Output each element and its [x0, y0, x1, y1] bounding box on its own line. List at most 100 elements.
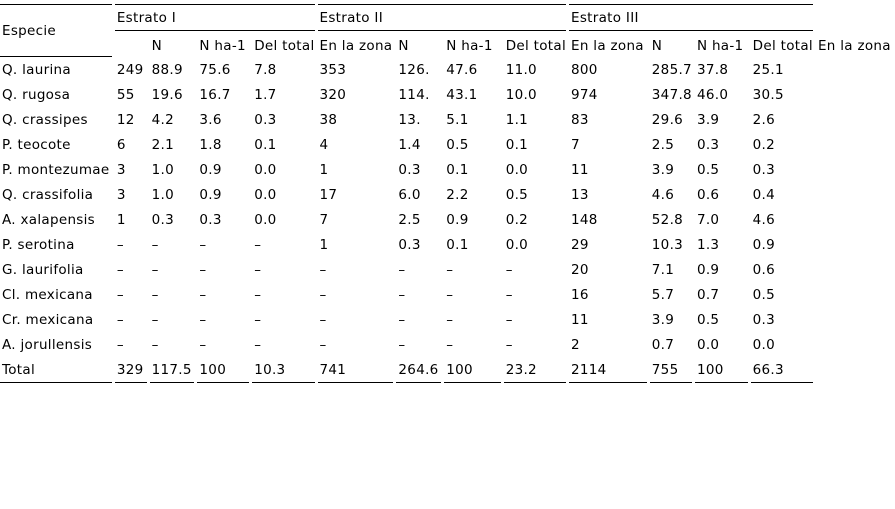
value-cell: –	[199, 336, 207, 353]
group-header-estrato-i: Estrato I	[114, 4, 315, 31]
value-cell: 0.1	[446, 236, 469, 253]
table-row: Q. rugosa 55 19.6 16.7 1.7 320 114. 43.1 10.0 974…	[0, 82, 892, 107]
value-cell: –	[398, 261, 406, 278]
subheader-cell: N	[651, 38, 663, 54]
value-cell: 4	[319, 136, 329, 153]
value-cell: 0.3	[398, 236, 421, 253]
subheader-cell: Del total	[254, 38, 315, 54]
value-cell	[816, 357, 892, 383]
value-cell: 1.1	[505, 111, 529, 128]
value-cell: 1.0	[151, 161, 174, 178]
table-row: P. montezumae 3 1.0 0.9 0.0 1 0.3 0.1 0.0 11 3.9 0.…	[0, 157, 892, 182]
value-cell: 10.0	[505, 86, 537, 103]
value-cell: 2	[571, 336, 580, 353]
value-cell: 23.2	[503, 357, 566, 383]
value-cell: 19.6	[151, 86, 183, 103]
value-cell: 7	[319, 211, 329, 228]
value-cell: 0.5	[505, 186, 529, 203]
value-cell: 117.5	[149, 357, 195, 383]
group-header-row: Especie Estrato I Estrato II Estrato III	[0, 4, 892, 57]
species-cell: Q. laurina	[2, 61, 71, 78]
value-cell: 0.9	[752, 236, 776, 253]
value-cell: 6.0	[398, 186, 421, 203]
value-cell: –	[151, 336, 159, 353]
value-cell: 3.9	[696, 111, 720, 128]
value-cell: –	[151, 311, 159, 328]
value-cell: –	[319, 261, 327, 278]
value-cell: 7.8	[254, 61, 277, 78]
value-cell: 83	[571, 111, 589, 128]
species-cell: G. laurifolia	[2, 261, 84, 278]
value-cell: 100	[694, 357, 748, 383]
value-cell: –	[199, 261, 207, 278]
value-cell: 126.	[398, 61, 430, 78]
value-cell: 66.3	[750, 357, 813, 383]
subheader-cell	[115, 31, 147, 57]
value-cell: 347.8	[651, 86, 692, 103]
value-cell	[816, 332, 892, 357]
value-cell: 249	[116, 61, 144, 78]
value-cell: 16.7	[199, 86, 231, 103]
value-cell: 741	[317, 357, 394, 383]
value-cell: 5.1	[446, 111, 469, 128]
table-row: P. teocote 6 2.1 1.8 0.1 4 1.4 0.5 0.1 7 2.5 0.3 0.2	[0, 132, 892, 157]
value-cell: 7	[571, 136, 580, 153]
value-cell: 46.0	[696, 86, 729, 103]
species-cell: Q. crassipes	[2, 111, 88, 128]
species-cell: Q. crassifolia	[2, 186, 94, 203]
table-row: A. xalapensis 1 0.3 0.3 0.0 7 2.5 0.9 0.2 148 52.8…	[0, 207, 892, 232]
value-cell: 1	[319, 236, 329, 253]
species-strata-table: Especie Estrato I Estrato II Estrato III…	[0, 4, 895, 383]
value-cell	[816, 232, 892, 257]
value-cell: 114.	[398, 86, 430, 103]
value-cell: 1.8	[199, 136, 222, 153]
value-cell: 7.0	[696, 211, 720, 228]
value-cell: –	[505, 261, 513, 278]
subheader-cell: N	[151, 38, 163, 54]
value-cell: 0.1	[446, 161, 469, 178]
value-cell: 4.2	[151, 111, 174, 128]
value-cell	[816, 57, 892, 82]
value-cell: –	[398, 336, 406, 353]
value-cell: 6	[116, 136, 126, 153]
value-cell: –	[116, 311, 124, 328]
value-cell: 264.6	[396, 357, 442, 383]
value-cell: 3.6	[199, 111, 222, 128]
value-cell: 2.5	[398, 211, 421, 228]
value-cell: 0.5	[696, 161, 720, 178]
table-body: Q. laurina 249 88.9 75.6 7.8 353 126. 47.6 11.0 8…	[0, 57, 892, 383]
subheader-cell: En la zona	[319, 38, 393, 54]
value-cell: –	[254, 336, 262, 353]
value-cell: –	[319, 286, 327, 303]
table-row: Q. crassifolia 3 1.0 0.9 0.0 17 6.0 2.2 0.5 13 4.6…	[0, 182, 892, 207]
value-cell: 0.3	[151, 211, 174, 228]
value-cell: –	[151, 236, 159, 253]
table-row: Q. crassipes 12 4.2 3.6 0.3 38 13. 5.1 1.1 83 29.6…	[0, 107, 892, 132]
species-cell: P. montezumae	[2, 161, 110, 178]
subheader-cell: En la zona	[817, 38, 891, 54]
value-cell	[816, 307, 892, 332]
value-cell: –	[398, 311, 406, 328]
subheader-cell: N ha-1	[199, 38, 246, 54]
value-cell: –	[446, 286, 454, 303]
value-cell: 13.	[398, 111, 421, 128]
value-cell: 0.0	[696, 336, 720, 353]
value-cell: 0.7	[696, 286, 720, 303]
value-cell	[816, 257, 892, 282]
value-cell: 25.1	[752, 61, 784, 78]
total-row: Total 329 117.5 100 10.3 741 264.6 100 23.2 2114 7…	[0, 357, 892, 383]
subheader-cell: En la zona	[571, 38, 644, 54]
value-cell: –	[319, 336, 327, 353]
value-cell	[816, 82, 892, 107]
value-cell: –	[199, 286, 207, 303]
value-cell: 1.0	[151, 186, 174, 203]
value-cell: 0.5	[752, 286, 776, 303]
value-cell: 974	[571, 86, 598, 103]
value-cell: –	[505, 336, 513, 353]
table-row: A. jorullensis – – – – – – – – 2 0.7 0.0 0.0	[0, 332, 892, 357]
value-cell: 3.9	[651, 161, 675, 178]
value-cell: 100	[444, 357, 501, 383]
value-cell: 29	[571, 236, 589, 253]
group-header-estrato-ii: Estrato II	[317, 4, 566, 31]
value-cell: 0.9	[446, 211, 469, 228]
